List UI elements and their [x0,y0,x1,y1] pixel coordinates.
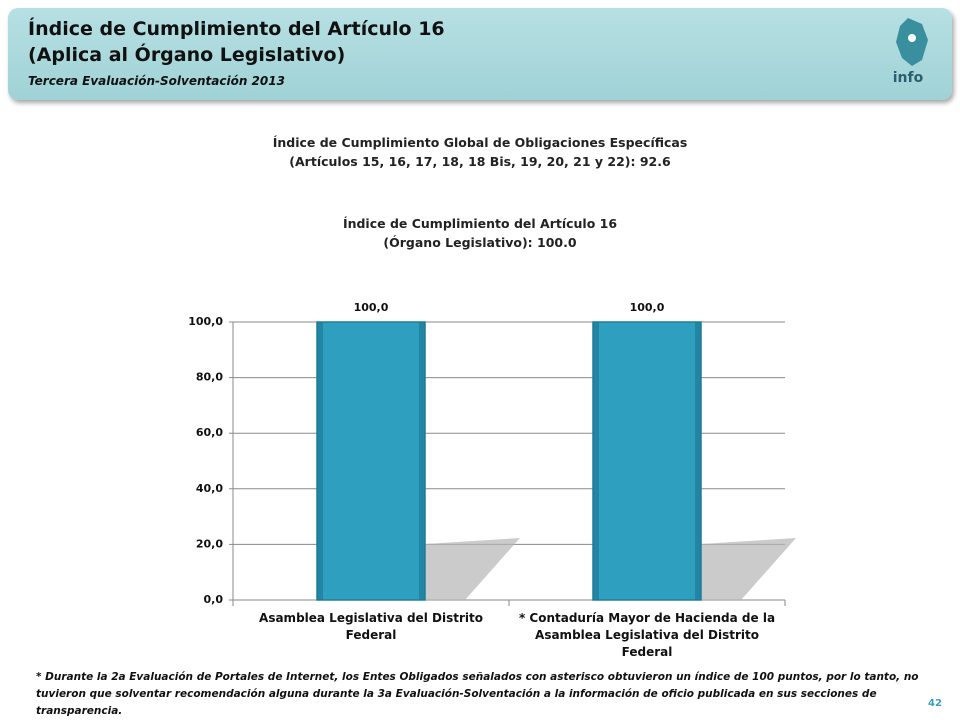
y-tick-label: 60,0 [196,426,223,439]
logo: info [893,18,928,86]
y-tick-label: 80,0 [196,371,223,384]
logo-dot [908,34,916,42]
header-band: Índice de Cumplimiento del Artículo 16 (… [8,8,952,100]
bar [316,321,426,601]
global-index: Índice de Cumplimiento Global de Obligac… [272,135,688,150]
y-tick-label: 0,0 [204,593,224,606]
bar [592,321,702,601]
x-tick-label: * Contaduría Mayor de Hacienda de la Asa… [518,611,776,659]
bar-edge [317,322,323,600]
page-number: 42 [928,698,942,709]
bar-edge [695,322,701,600]
y-tick-label: 20,0 [196,537,223,550]
y-tick-label: 40,0 [196,482,223,495]
bar-shadow [425,538,520,600]
x-tick-label: Asamblea Legislativa del Distrito Federa… [259,611,483,642]
slide-title: Índice de Cumplimiento del Artículo 16 [28,18,445,40]
value-label: 100,0 [354,301,389,314]
value-label: 100,0 [630,301,665,314]
y-tick-label: 100,0 [188,315,223,328]
logo-text: info [893,70,924,86]
chart-title: Índice de Cumplimiento del Artículo 16 [342,216,618,231]
bar-shadow [701,538,796,600]
slide-subtitle: Tercera Evaluación-Solventación 2013 [28,74,285,88]
bar-edge [593,322,599,600]
footnote: * Durante la 2a Evaluación de Portales d… [36,671,919,717]
slide-title: (Aplica al Órgano Legislativo) [28,44,346,66]
bar-edge [419,322,425,600]
chart-title: (Órgano Legislativo): 100.0 [383,235,577,250]
global-index: (Artículos 15, 16, 17, 18, 18 Bis, 19, 2… [289,154,671,169]
